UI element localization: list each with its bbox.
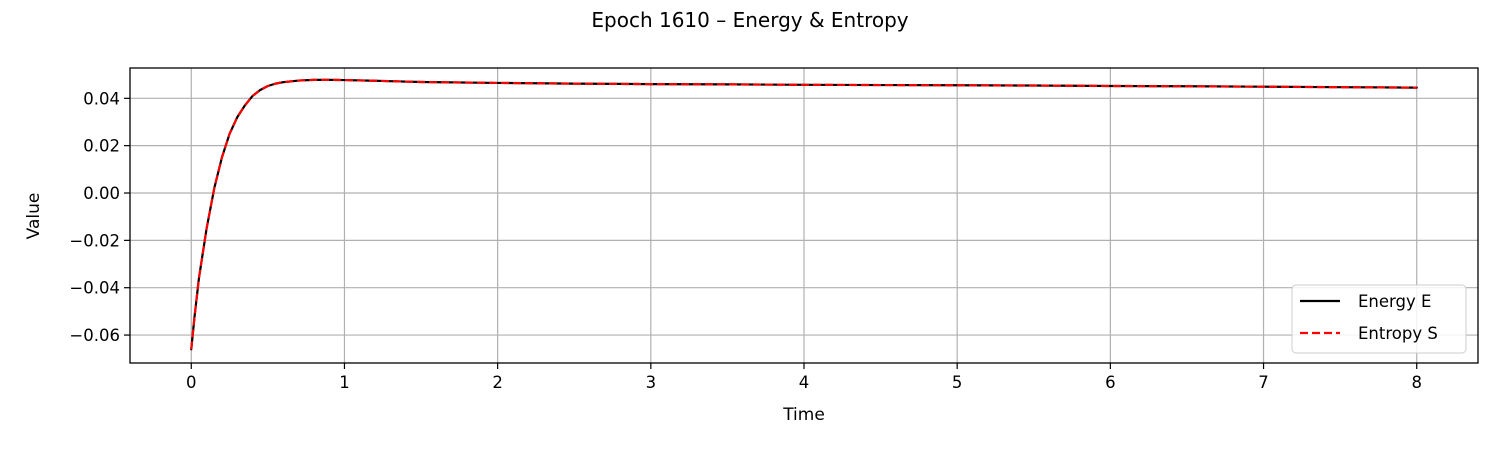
y-tick-label: 0.02 (83, 137, 120, 156)
y-tick-label: 0.00 (83, 184, 120, 203)
x-axis-label: Time (782, 405, 825, 425)
grid-lines (130, 68, 1478, 363)
y-axis-label: Value (24, 193, 44, 240)
series-line-entropy-s (190, 78, 1417, 350)
legend-label-entropy: Entropy S (1358, 324, 1438, 343)
x-tick-label: 6 (1105, 373, 1116, 392)
y-tick-label: −0.04 (69, 279, 120, 298)
x-tick-label: 5 (952, 373, 963, 392)
plot-series (190, 78, 1418, 351)
x-tick-label: 7 (1258, 373, 1269, 392)
y-tick-label: 0.04 (83, 89, 120, 108)
x-tick-label: 3 (646, 373, 657, 392)
y-tick-label: −0.06 (69, 326, 120, 345)
legend-label-energy: Energy E (1358, 292, 1431, 311)
x-tick-label: 0 (186, 373, 197, 392)
chart-title: Epoch 1610 – Energy & Entropy (591, 8, 908, 32)
legend: Energy E Entropy S (1291, 284, 1467, 354)
x-tick-label: 8 (1411, 373, 1422, 392)
x-tick-label: 1 (339, 373, 350, 392)
x-tick-label: 2 (492, 373, 503, 392)
y-tick-label: −0.02 (69, 231, 120, 250)
x-tick-label: 4 (799, 373, 810, 392)
axis-ticks: 0 1 2 3 4 5 6 7 8 −0.06 −0.04 −0.02 0.00 0.02 0.04 (69, 89, 1422, 392)
